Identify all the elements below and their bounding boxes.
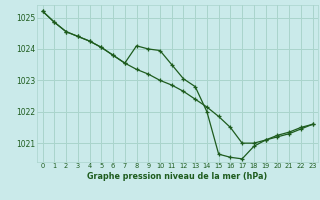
X-axis label: Graphe pression niveau de la mer (hPa): Graphe pression niveau de la mer (hPa): [87, 172, 268, 181]
